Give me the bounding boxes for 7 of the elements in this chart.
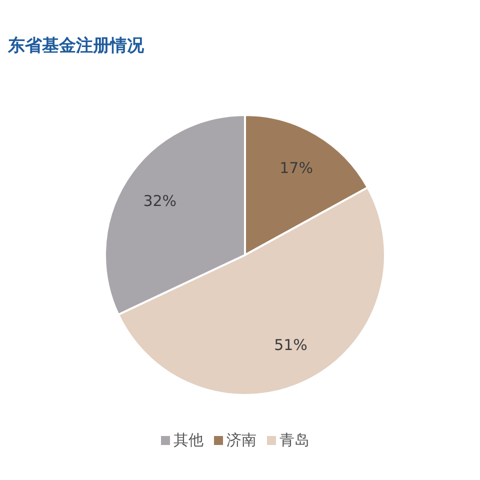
legend-label: 青岛 [280,431,310,449]
data-label: 17% [280,159,313,178]
data-label: 32% [143,192,177,210]
legend-label: 济南 [226,431,256,449]
data-label: 51% [274,336,308,354]
chart-title: 东省基金注册情况 [8,35,144,57]
legend-label: 其他 [174,431,204,449]
